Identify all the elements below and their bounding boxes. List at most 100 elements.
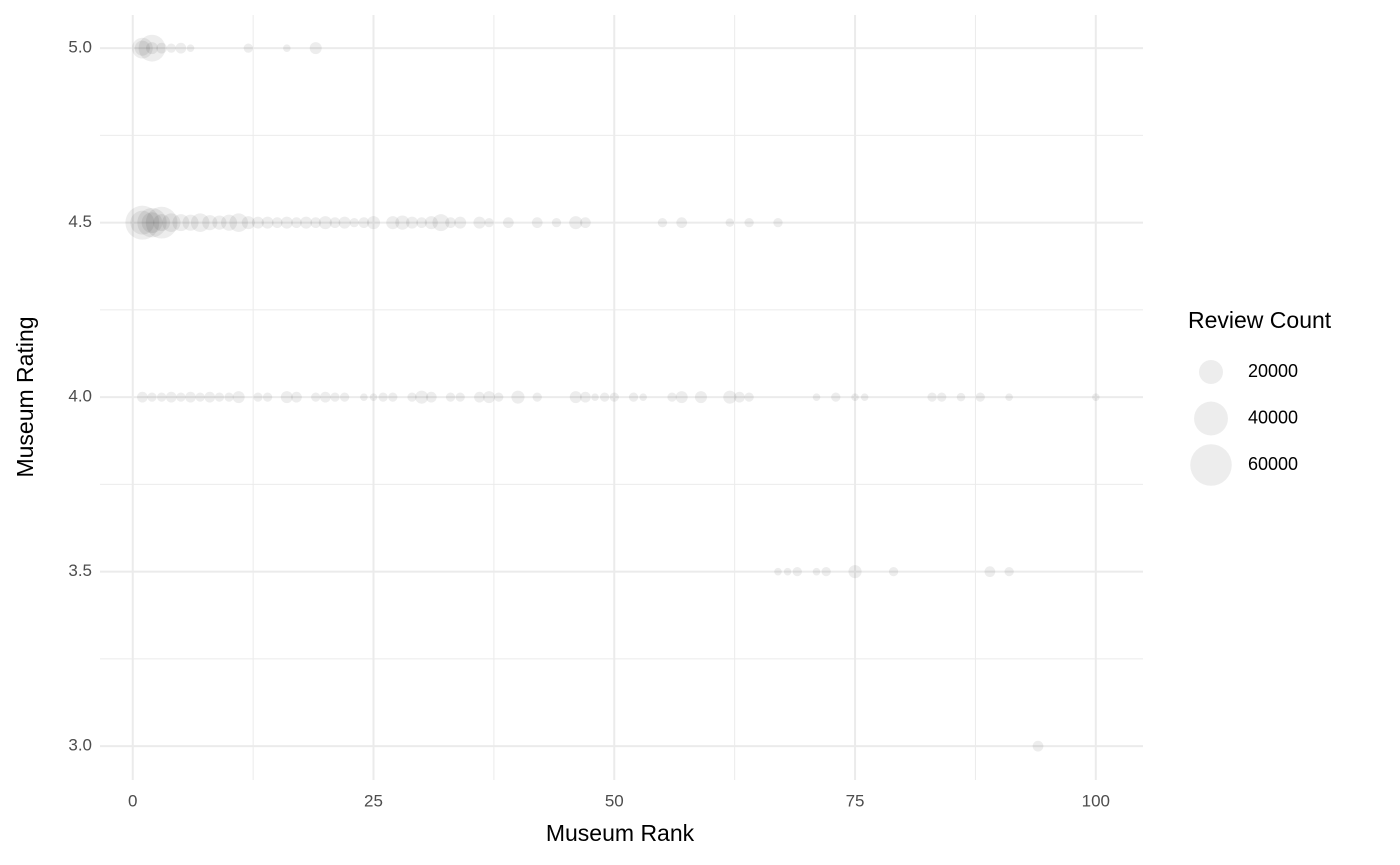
y-axis-title: Museum Rating xyxy=(12,316,38,477)
point xyxy=(224,392,234,402)
point xyxy=(1004,567,1014,577)
point xyxy=(415,390,429,404)
point xyxy=(311,392,321,402)
point xyxy=(156,42,168,54)
legend-key xyxy=(1199,360,1223,384)
point xyxy=(330,392,340,402)
point xyxy=(329,217,341,229)
point xyxy=(137,391,148,403)
x-axis-title: Museum Rank xyxy=(546,820,695,846)
legend-label: 60000 xyxy=(1248,454,1298,474)
point xyxy=(261,216,274,229)
point xyxy=(599,392,610,402)
point xyxy=(165,391,177,403)
point xyxy=(243,43,253,53)
point xyxy=(125,205,160,240)
x-tick-label: 25 xyxy=(364,791,383,810)
point xyxy=(484,218,494,228)
point xyxy=(241,216,255,230)
point xyxy=(667,392,677,402)
point xyxy=(445,217,456,229)
x-tick-label: 75 xyxy=(846,791,865,810)
point xyxy=(851,393,859,401)
point xyxy=(172,214,190,232)
point xyxy=(378,392,388,402)
point xyxy=(153,214,171,232)
point xyxy=(280,391,293,404)
point xyxy=(309,42,322,55)
point xyxy=(232,391,245,404)
point xyxy=(473,216,486,229)
point xyxy=(783,567,792,576)
point xyxy=(291,217,302,229)
point xyxy=(984,566,996,578)
point xyxy=(318,216,332,230)
point xyxy=(366,216,381,230)
point xyxy=(445,392,456,402)
legend-label: 20000 xyxy=(1248,361,1298,381)
point xyxy=(744,392,754,402)
point xyxy=(204,391,216,403)
point xyxy=(532,392,542,402)
point xyxy=(425,391,437,403)
point xyxy=(137,207,167,238)
point xyxy=(202,215,218,231)
point xyxy=(551,218,562,228)
point xyxy=(176,392,186,402)
point xyxy=(271,217,283,229)
point xyxy=(416,217,428,229)
point xyxy=(511,390,525,404)
point xyxy=(734,391,745,403)
point xyxy=(860,393,869,401)
point xyxy=(812,393,821,401)
point xyxy=(186,44,195,52)
point xyxy=(406,216,419,229)
point xyxy=(848,565,862,579)
point xyxy=(609,392,619,402)
point xyxy=(531,217,543,229)
point xyxy=(145,206,178,239)
point xyxy=(1092,393,1100,401)
point xyxy=(182,214,199,231)
point xyxy=(185,391,196,403)
point xyxy=(360,393,368,401)
point xyxy=(147,392,157,402)
point xyxy=(131,37,153,59)
point xyxy=(821,567,831,577)
point xyxy=(386,216,400,230)
x-tick-label: 100 xyxy=(1082,791,1110,810)
point xyxy=(424,216,438,230)
x-tick-label: 0 xyxy=(128,791,137,810)
point xyxy=(455,392,465,402)
point xyxy=(251,216,264,229)
point xyxy=(388,392,398,402)
point xyxy=(338,216,351,229)
point xyxy=(723,390,737,404)
point xyxy=(725,218,735,227)
point xyxy=(369,393,378,401)
point xyxy=(569,391,582,404)
point xyxy=(675,391,688,404)
point xyxy=(937,392,947,402)
point xyxy=(502,217,514,229)
point xyxy=(349,218,359,228)
point xyxy=(134,40,150,56)
legend-title: Review Count xyxy=(1188,307,1332,333)
point xyxy=(494,392,504,402)
point xyxy=(483,391,496,404)
point xyxy=(639,393,647,401)
point xyxy=(1005,393,1013,401)
point xyxy=(773,218,783,228)
point xyxy=(156,392,167,402)
point xyxy=(253,392,263,402)
x-tick-label: 50 xyxy=(605,791,624,810)
point xyxy=(291,391,302,403)
legend-key xyxy=(1190,444,1232,486)
point xyxy=(229,213,248,232)
point xyxy=(212,215,227,230)
point xyxy=(975,392,985,402)
point xyxy=(195,392,205,402)
point xyxy=(657,218,668,228)
point xyxy=(1032,740,1044,752)
